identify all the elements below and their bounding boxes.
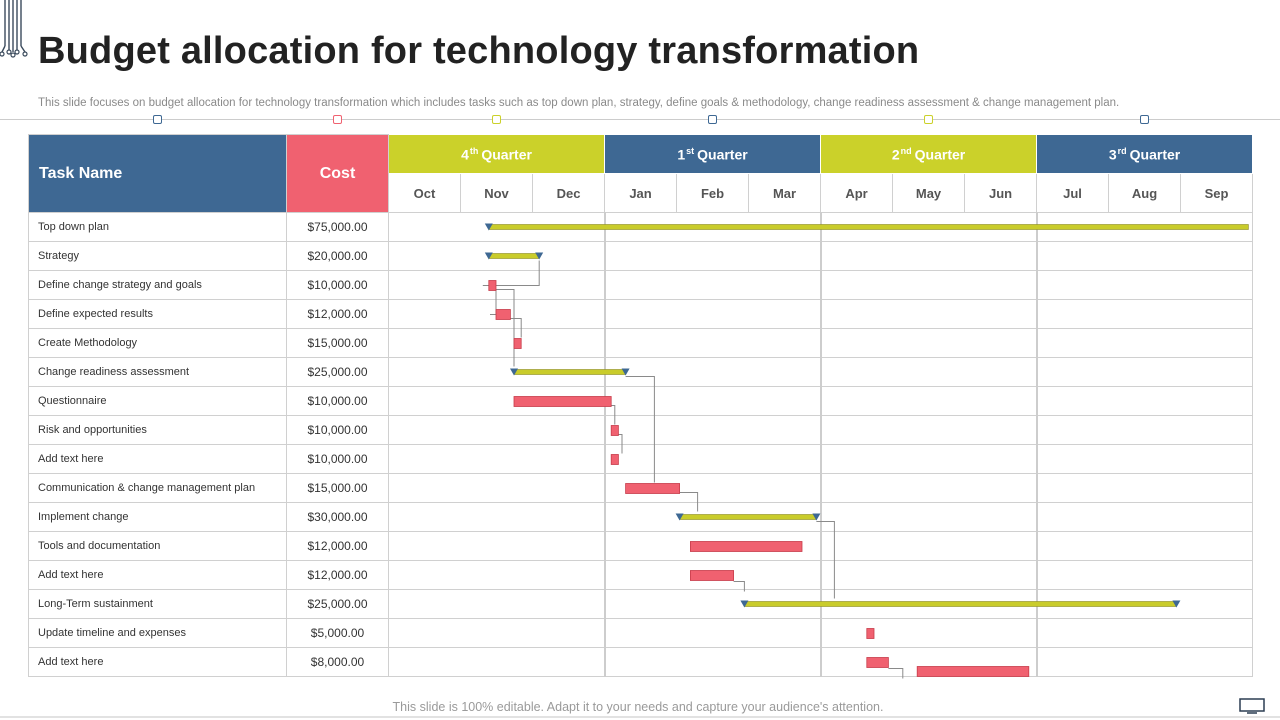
- task-name: Create Methodology: [28, 328, 287, 358]
- task-cost: $12,000.00: [286, 531, 389, 561]
- task-row: Risk and opportunities $10,000.00: [28, 415, 1254, 445]
- task-row: Long-Term sustainment $25,000.00: [28, 589, 1254, 619]
- task-row: Implement change $30,000.00: [28, 502, 1254, 532]
- task-cost: $5,000.00: [286, 618, 389, 648]
- color-marker: [1140, 115, 1149, 124]
- task-name: Define change strategy and goals: [28, 270, 287, 300]
- task-name-header: Task Name: [28, 134, 287, 213]
- task-cost: $25,000.00: [286, 357, 389, 387]
- month-header: Jul: [1036, 173, 1110, 213]
- task-row: Communication & change management plan $1…: [28, 473, 1254, 503]
- month-header: May: [892, 173, 966, 213]
- task-row: Define expected results $12,000.00: [28, 299, 1254, 329]
- task-cost: $10,000.00: [286, 444, 389, 474]
- circuit-logo-icon: [0, 0, 28, 58]
- task-cost: $12,000.00: [286, 299, 389, 329]
- task-row: Add text here $12,000.00: [28, 560, 1254, 590]
- task-name: Implement change: [28, 502, 287, 532]
- task-name: Add text here: [28, 647, 287, 677]
- month-header: Sep: [1180, 173, 1254, 213]
- task-name: Risk and opportunities: [28, 415, 287, 445]
- color-marker: [708, 115, 717, 124]
- bottom-divider: [0, 716, 1280, 718]
- color-marker: [333, 115, 342, 124]
- task-row: Add text here $10,000.00: [28, 444, 1254, 474]
- task-name: Update timeline and expenses: [28, 618, 287, 648]
- task-row: Strategy $20,000.00: [28, 241, 1254, 271]
- task-name: Questionnaire: [28, 386, 287, 416]
- task-row: Add text here $8,000.00: [28, 647, 1254, 677]
- month-header: Apr: [820, 173, 894, 213]
- task-name: Long-Term sustainment: [28, 589, 287, 619]
- month-header: Dec: [531, 173, 606, 213]
- header-divider: [0, 119, 1280, 120]
- task-name: Define expected results: [28, 299, 287, 329]
- month-header: Nov: [460, 173, 533, 213]
- task-cost: $75,000.00: [286, 212, 389, 242]
- page-title: Budget allocation for technology transfo…: [38, 30, 920, 72]
- month-header: Jan: [604, 173, 678, 213]
- task-name: Tools and documentation: [28, 531, 287, 561]
- month-header: Aug: [1108, 173, 1182, 213]
- task-name: Communication & change management plan: [28, 473, 287, 503]
- task-row: Questionnaire $10,000.00: [28, 386, 1254, 416]
- cost-header: Cost: [286, 134, 389, 213]
- task-cost: $12,000.00: [286, 560, 389, 590]
- color-marker: [924, 115, 933, 124]
- task-cost: $15,000.00: [286, 328, 389, 358]
- task-cost: $20,000.00: [286, 241, 389, 271]
- task-row: Top down plan $75,000.00: [28, 212, 1254, 242]
- quarter-header-4th: 4th Quarter: [387, 134, 606, 174]
- color-marker: [153, 115, 162, 124]
- task-cost: $10,000.00: [286, 415, 389, 445]
- task-cost: $30,000.00: [286, 502, 389, 532]
- footer-note: This slide is 100% editable. Adapt it to…: [392, 700, 884, 714]
- task-row: Change readiness assessment $25,000.00: [28, 357, 1254, 387]
- task-row: Tools and documentation $12,000.00: [28, 531, 1254, 561]
- month-header: Feb: [676, 173, 750, 213]
- month-header: Mar: [748, 173, 822, 213]
- task-cost: $15,000.00: [286, 473, 389, 503]
- task-cost: $25,000.00: [286, 589, 389, 619]
- quarter-header-3rd: 3rd Quarter: [1036, 134, 1254, 174]
- task-row: Define change strategy and goals $10,000.…: [28, 270, 1254, 300]
- month-header: Jun: [964, 173, 1038, 213]
- quarter-header-1st: 1st Quarter: [604, 134, 822, 174]
- task-row: Update timeline and expenses $5,000.00: [28, 618, 1254, 648]
- gantt-table: Task Name Cost 4th Quarter 1st Quarter 2nd…: [28, 134, 1254, 677]
- quarter-header-2nd: 2nd Quarter: [820, 134, 1038, 174]
- task-row: Create Methodology $15,000.00: [28, 328, 1254, 358]
- task-name: Strategy: [28, 241, 287, 271]
- task-name: Top down plan: [28, 212, 287, 242]
- task-cost: $8,000.00: [286, 647, 389, 677]
- task-name: Add text here: [28, 560, 287, 590]
- presentation-screen-icon: [1239, 698, 1265, 714]
- task-cost: $10,000.00: [286, 270, 389, 300]
- task-cost: $10,000.00: [286, 386, 389, 416]
- page-subtitle: This slide focuses on budget allocation …: [38, 97, 1120, 109]
- task-name: Add text here: [28, 444, 287, 474]
- month-header: Oct: [388, 173, 461, 213]
- color-marker: [492, 115, 501, 124]
- task-name: Change readiness assessment: [28, 357, 287, 387]
